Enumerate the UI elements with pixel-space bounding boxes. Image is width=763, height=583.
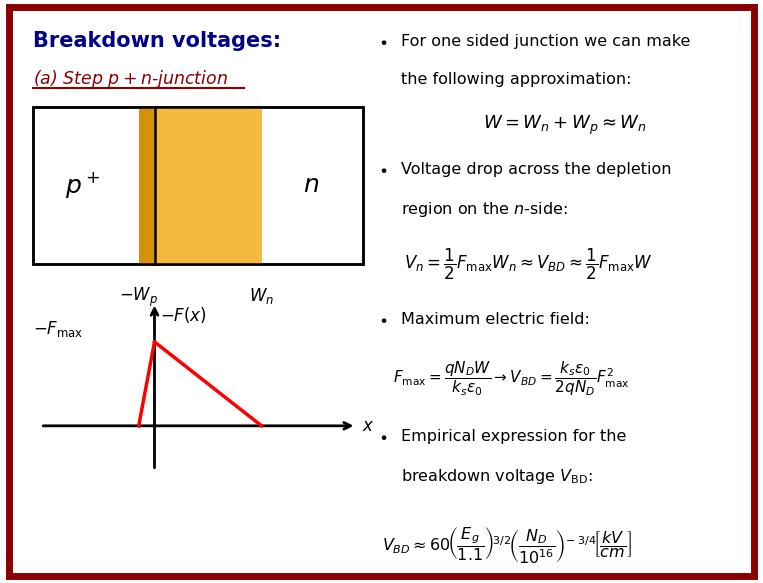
Text: region on the $n$-side:: region on the $n$-side: xyxy=(401,200,567,219)
Text: $V_{BD} \approx 60\!\left(\dfrac{E_g}{1.1}\right)^{\!3/2}\!\left(\dfrac{N_D}{10^: $V_{BD} \approx 60\!\left(\dfrac{E_g}{1.… xyxy=(382,526,631,567)
Text: the following approximation:: the following approximation: xyxy=(401,72,631,87)
Text: Maximum electric field:: Maximum electric field: xyxy=(401,312,590,326)
Text: For one sided junction we can make: For one sided junction we can make xyxy=(401,34,690,49)
Text: Breakdown voltages:: Breakdown voltages: xyxy=(34,31,282,51)
Text: Empirical expression for the: Empirical expression for the xyxy=(401,429,626,444)
Text: $W = W_n + W_p \approx W_n$: $W = W_n + W_p \approx W_n$ xyxy=(483,114,646,137)
Text: $x$: $x$ xyxy=(362,417,374,435)
Bar xyxy=(155,107,262,264)
Text: $\bullet$: $\bullet$ xyxy=(378,34,387,49)
Text: $V_n = \dfrac{1}{2}F_{\rm max}W_n \approx V_{BD} \approx \dfrac{1}{2}F_{\rm max}: $V_n = \dfrac{1}{2}F_{\rm max}W_n \appro… xyxy=(404,247,653,283)
Text: $-W_p$: $-W_p$ xyxy=(119,286,158,309)
Bar xyxy=(34,107,363,264)
Text: (a) Step $p+n$-junction: (a) Step $p+n$-junction xyxy=(34,68,228,90)
Text: $n$: $n$ xyxy=(303,173,319,197)
Text: $p^+$: $p^+$ xyxy=(65,170,100,200)
Text: $-F(x)$: $-F(x)$ xyxy=(159,305,207,325)
Text: Voltage drop across the depletion: Voltage drop across the depletion xyxy=(401,161,671,177)
Text: $F_{\rm max} = \dfrac{qN_D W}{k_s\varepsilon_0} \rightarrow V_{BD} = \dfrac{k_s\: $F_{\rm max} = \dfrac{qN_D W}{k_s\vareps… xyxy=(393,359,629,398)
Text: breakdown voltage $V_{\rm BD}$:: breakdown voltage $V_{\rm BD}$: xyxy=(401,467,593,486)
Text: $\bullet$: $\bullet$ xyxy=(378,312,387,326)
Bar xyxy=(139,107,155,264)
Text: $\bullet$: $\bullet$ xyxy=(378,161,387,177)
Text: $W_n$: $W_n$ xyxy=(249,286,274,306)
Bar xyxy=(34,107,363,264)
Text: $-F_{\rm max}$: $-F_{\rm max}$ xyxy=(34,319,84,339)
Text: $\bullet$: $\bullet$ xyxy=(378,429,387,444)
